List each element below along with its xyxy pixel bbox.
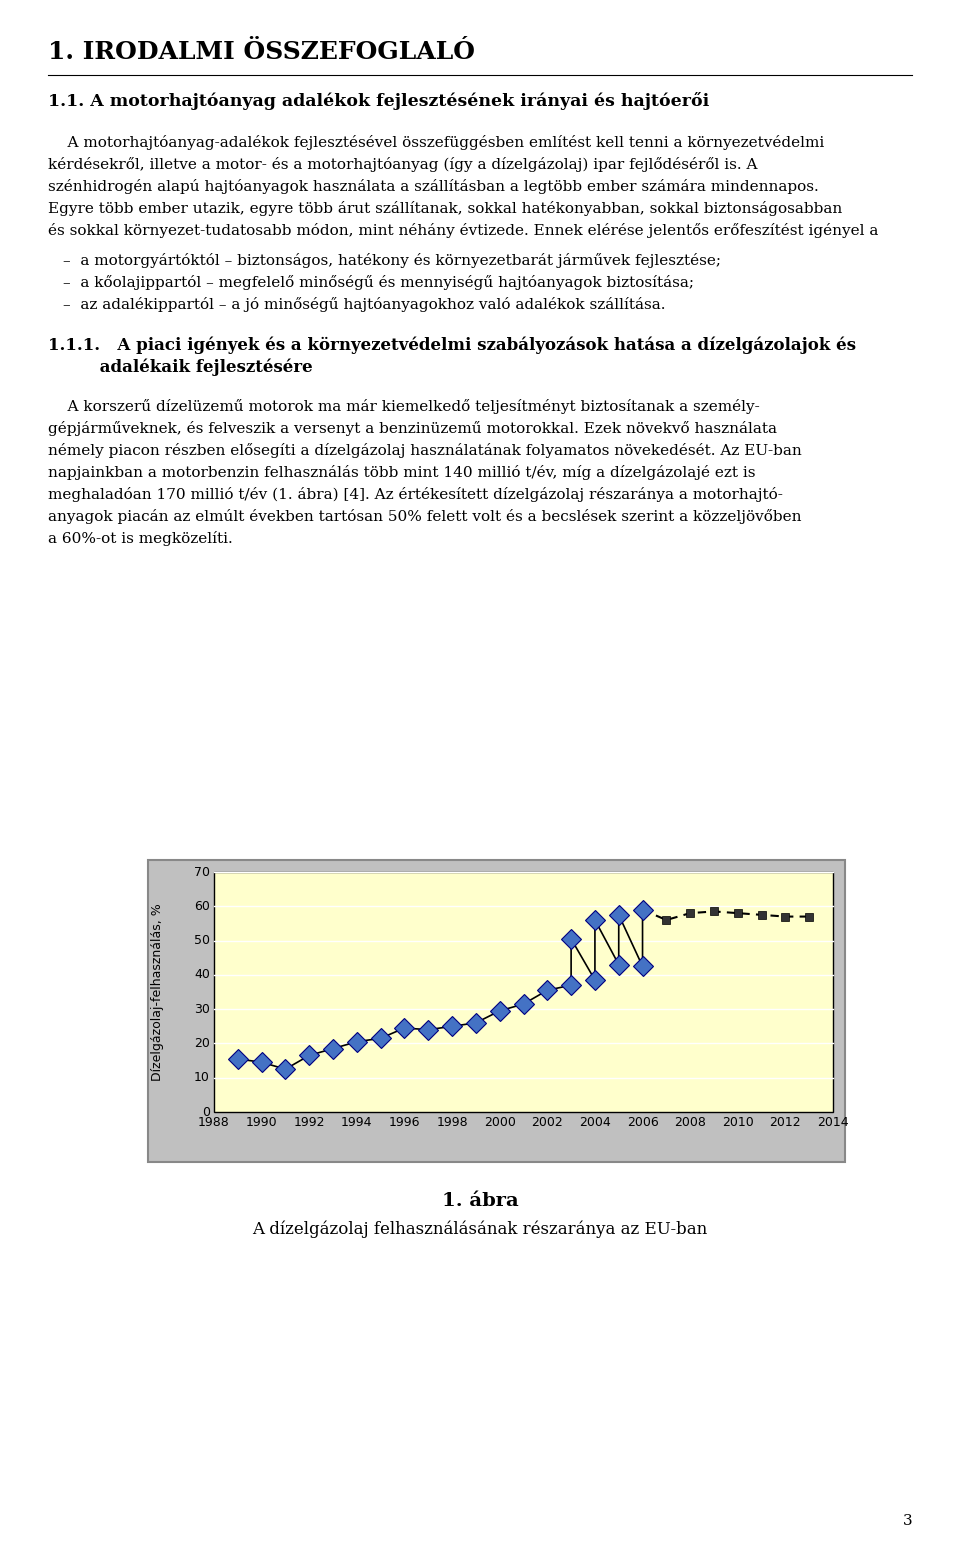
Text: anyagok piacán az elmúlt években tartósan 50% felett volt és a becslések szerint: anyagok piacán az elmúlt években tartósa… [48, 508, 802, 524]
Text: Egyre több ember utazik, egyre több árut szállítanak, sokkal hatékonyabban, sokk: Egyre több ember utazik, egyre több árut… [48, 202, 842, 215]
Text: A korszerű dízelüzemű motorok ma már kiemelkedő teljesítményt biztosítanak a sze: A korszerű dízelüzemű motorok ma már kie… [48, 398, 759, 414]
Text: napjainkban a motorbenzin felhasználás több mint 140 millió t/év, míg a dízelgáz: napjainkban a motorbenzin felhasználás t… [48, 465, 756, 480]
Text: 2014: 2014 [817, 1116, 849, 1128]
Text: 1.1.1.   A piaci igények és a környezetvédelmi szabályozások hatása a dízelgázol: 1.1.1. A piaci igények és a környezetvéd… [48, 336, 856, 355]
Text: Dízelgázolaj-felhasználás, %: Dízelgázolaj-felhasználás, % [152, 904, 164, 1080]
Text: 3: 3 [902, 1514, 912, 1528]
Text: 50: 50 [194, 935, 210, 947]
Text: A dízelgázolaj felhasználásának részaránya az EU-ban: A dízelgázolaj felhasználásának részarán… [252, 1220, 708, 1237]
Text: és sokkal környezet-tudatosabb módon, mint néhány évtizede. Ennek elérése jelent: és sokkal környezet-tudatosabb módon, mi… [48, 223, 878, 239]
Text: 1994: 1994 [341, 1116, 372, 1128]
Text: –  a motorgyártóktól – biztonságos, hatékony és környezetbarát járművek fejleszt: – a motorgyártóktól – biztonságos, haték… [63, 253, 721, 268]
Text: 2000: 2000 [484, 1116, 516, 1128]
Text: 1992: 1992 [294, 1116, 325, 1128]
Text: 1988: 1988 [198, 1116, 229, 1128]
Text: kérdésekről, illetve a motor- és a motorhajtóanyag (így a dízelgázolaj) ipar fej: kérdésekről, illetve a motor- és a motor… [48, 157, 757, 172]
Text: 2008: 2008 [674, 1116, 707, 1128]
Text: 1996: 1996 [389, 1116, 420, 1128]
Text: a 60%-ot is megközelíti.: a 60%-ot is megközelíti. [48, 532, 232, 546]
Text: 1998: 1998 [436, 1116, 468, 1128]
Text: 2006: 2006 [627, 1116, 659, 1128]
Text: A motorhajtóanyag-adalékok fejlesztésével összefüggésben említést kell tenni a k: A motorhajtóanyag-adalékok fejlesztéséve… [48, 135, 825, 150]
Text: szénhidrogén alapú hajtóanyagok használata a szállításban a legtöbb ember számár: szénhidrogén alapú hajtóanyagok használa… [48, 178, 819, 194]
Text: 20: 20 [194, 1037, 210, 1049]
Text: 2004: 2004 [579, 1116, 611, 1128]
Text: 70: 70 [194, 865, 210, 879]
Text: 1. IRODALMI ÖSSZEFOGLALÓ: 1. IRODALMI ÖSSZEFOGLALÓ [48, 40, 475, 64]
Text: meghaladóan 170 millió t/év (1. ábra) [4]. Az értékesített dízelgázolaj részarán: meghaladóan 170 millió t/év (1. ábra) [4… [48, 487, 782, 502]
Text: 2010: 2010 [722, 1116, 754, 1128]
Text: 1.1. A motorhajtóanyag adalékok fejlesztésének irányai és hajtóerői: 1.1. A motorhajtóanyag adalékok fejleszt… [48, 91, 709, 110]
Text: 2012: 2012 [770, 1116, 802, 1128]
Bar [214, 873, 833, 1111]
Text: 60: 60 [194, 901, 210, 913]
Text: 2002: 2002 [532, 1116, 564, 1128]
Text: 1. ábra: 1. ábra [442, 1192, 518, 1211]
Text: 40: 40 [194, 969, 210, 981]
Bar [148, 860, 845, 1162]
Text: 0: 0 [202, 1105, 210, 1119]
Text: 1990: 1990 [246, 1116, 277, 1128]
Text: gépjárműveknek, és felveszik a versenyt a benzinüzemű motorokkal. Ezek növekvő h: gépjárműveknek, és felveszik a versenyt … [48, 422, 777, 436]
Text: némely piacon részben elősegíti a dízelgázolaj használatának folyamatos növekedé: némely piacon részben elősegíti a dízelg… [48, 443, 802, 457]
Text: 30: 30 [194, 1003, 210, 1015]
Text: adalékaik fejlesztésére: adalékaik fejlesztésére [48, 360, 313, 377]
Text: –  az adalékippartól – a jó minőségű hajtóanyagokhoz való adalékok szállítása.: – az adalékippartól – a jó minőségű hajt… [63, 298, 665, 312]
Text: 10: 10 [194, 1071, 210, 1083]
Text: –  a kőolajippartól – megfelelő minőségű és mennyiségű hajtóanyagok biztosítása;: – a kőolajippartól – megfelelő minőségű … [63, 274, 694, 290]
